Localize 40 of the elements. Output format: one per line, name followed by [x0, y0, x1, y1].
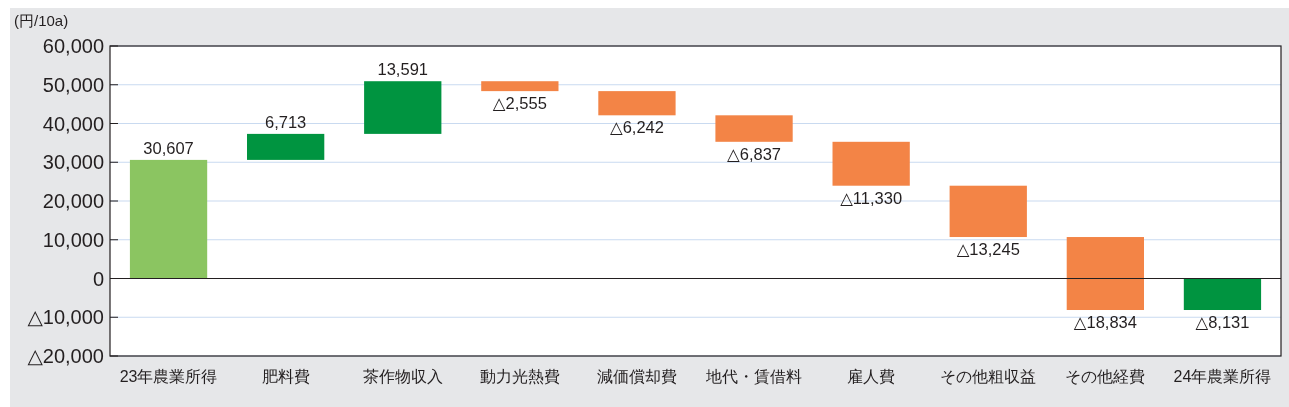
data-label: △18,834: [1073, 313, 1137, 332]
data-label: △11,330: [840, 188, 903, 207]
bar: [481, 81, 559, 92]
x-tick-label: 動力光熱費: [479, 368, 560, 385]
bar: [1066, 237, 1144, 311]
y-tick-label: 40,000: [42, 112, 104, 135]
y-tick-label: 0: [92, 267, 104, 290]
x-tick-label: 減価償却費: [596, 368, 677, 385]
x-tick-label: その他経費: [1065, 368, 1146, 385]
x-tick-label: 24年農業所得: [1173, 368, 1272, 385]
y-tick-label: 20,000: [42, 190, 104, 212]
y-tick-label: 60,000: [42, 35, 104, 57]
data-label: △13,245: [956, 240, 1020, 259]
y-tick-label: 30,000: [42, 151, 104, 174]
x-tick-label: 地代・賃借料: [705, 368, 803, 385]
data-label: △2,555: [492, 94, 547, 113]
y-tick-label: 50,000: [42, 73, 104, 96]
x-tick-label: その他粗収益: [940, 368, 1037, 385]
y-tick-label: 10,000: [42, 228, 104, 251]
x-tick-label: 23年農業所得: [119, 368, 218, 385]
bar: [129, 159, 208, 279]
y-tick-label: △20,000: [27, 345, 104, 367]
bar: [832, 141, 910, 186]
data-label: △6,837: [727, 144, 782, 163]
data-label: △6,242: [609, 118, 664, 137]
x-tick-label: 雇人費: [847, 368, 896, 385]
bar: [715, 115, 793, 142]
data-label: 6,713: [265, 112, 307, 131]
x-tick-label: 肥料費: [261, 368, 310, 385]
data-label: 13,591: [377, 60, 428, 79]
bar: [364, 81, 442, 134]
y-axis-title: (円/10a): [14, 12, 69, 29]
bar: [949, 185, 1027, 238]
bar: [247, 133, 325, 160]
y-tick-label: △10,000: [27, 306, 104, 329]
data-label: △8,131: [1195, 313, 1250, 332]
bar: [1183, 278, 1262, 311]
x-tick-label: 茶作物収入: [362, 368, 443, 385]
bar: [598, 91, 676, 116]
data-label: 30,607: [143, 138, 194, 157]
